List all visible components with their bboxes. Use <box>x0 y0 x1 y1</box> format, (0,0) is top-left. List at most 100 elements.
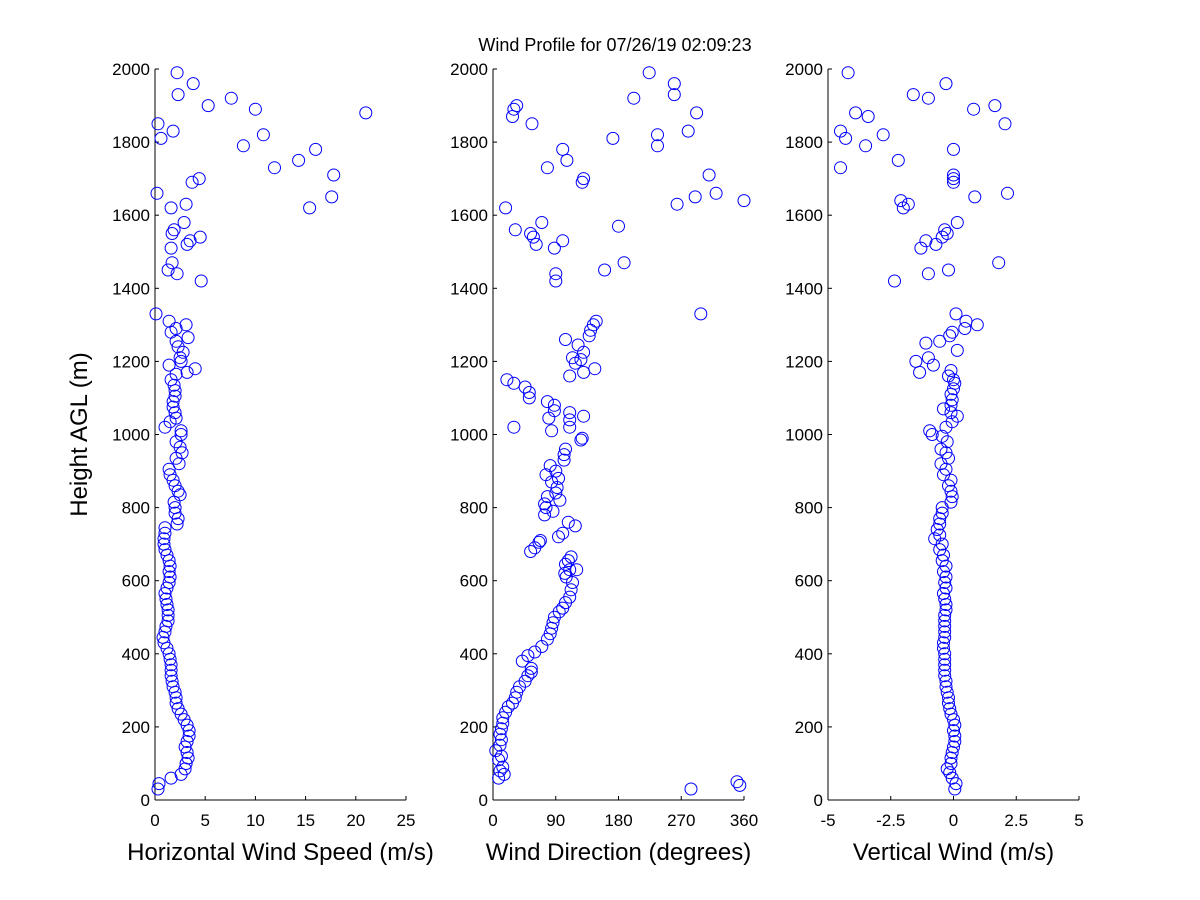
data-point <box>906 88 920 102</box>
data-point <box>588 362 602 376</box>
data-point <box>164 663 178 677</box>
data-point <box>861 110 875 123</box>
data-point <box>493 764 507 778</box>
data-point <box>552 530 565 544</box>
data-point <box>524 661 538 675</box>
data-point <box>909 354 923 368</box>
data-point <box>545 424 559 438</box>
data-point <box>149 307 163 321</box>
data-point <box>681 124 695 138</box>
data-point <box>834 124 847 138</box>
y-tick-label: 0 <box>814 791 823 810</box>
data-point <box>150 186 164 200</box>
data-point <box>538 497 552 511</box>
data-point <box>525 117 539 131</box>
data-point <box>950 409 964 423</box>
data-point <box>933 517 947 531</box>
data-point <box>157 532 171 546</box>
data-point <box>325 190 339 204</box>
data-point <box>942 696 955 710</box>
data-point <box>935 506 949 520</box>
data-point <box>359 106 373 120</box>
data-point <box>942 451 955 465</box>
data-point <box>169 367 183 381</box>
y-tick-label: 1000 <box>450 426 488 445</box>
data-point <box>733 778 747 792</box>
data-point <box>552 471 565 485</box>
data-point <box>158 521 172 535</box>
data-point <box>556 234 570 248</box>
data-point <box>938 669 952 683</box>
data-point <box>928 532 942 546</box>
data-point <box>891 153 905 167</box>
y-tick-label: 1000 <box>112 426 150 445</box>
data-point <box>988 99 1002 113</box>
data-point <box>561 515 575 529</box>
data-point <box>947 740 960 754</box>
data-point <box>162 576 176 589</box>
data-point <box>943 702 957 716</box>
data-point <box>174 428 188 441</box>
y-tick-label: 600 <box>460 572 488 591</box>
data-point <box>162 647 176 661</box>
data-point <box>939 77 953 91</box>
data-point <box>164 241 178 255</box>
data-point <box>508 691 522 705</box>
data-point <box>181 331 195 345</box>
x-tick-label: 2.5 <box>1004 811 1028 830</box>
y-tick-label: 2000 <box>785 60 823 79</box>
data-point <box>938 576 952 589</box>
data-point <box>968 190 982 204</box>
data-point <box>327 168 341 182</box>
data-point <box>168 506 182 520</box>
data-point <box>938 614 952 628</box>
y-axis-label: Height AGL (m) <box>66 352 93 517</box>
data-point <box>192 172 206 186</box>
data-point <box>938 592 952 606</box>
data-point <box>154 131 168 145</box>
data-point <box>556 142 570 156</box>
data-point <box>947 724 960 738</box>
data-point <box>157 537 171 551</box>
data-point <box>164 771 178 785</box>
data-point <box>161 608 175 622</box>
data-point <box>169 696 183 710</box>
data-point <box>557 448 571 462</box>
data-point <box>730 775 744 789</box>
y-tick-label: 1400 <box>785 279 823 298</box>
data-point <box>919 336 933 350</box>
data-point <box>547 241 561 255</box>
data-point <box>933 334 947 348</box>
y-tick-label: 0 <box>479 791 488 810</box>
data-point <box>694 307 708 321</box>
data-point <box>499 201 513 215</box>
data-point <box>944 406 958 420</box>
data-point <box>201 99 215 113</box>
data-point <box>939 603 953 617</box>
data-point <box>563 406 577 420</box>
data-point <box>165 256 179 270</box>
data-point <box>161 603 175 617</box>
data-point <box>529 237 543 251</box>
data-point <box>947 175 960 189</box>
data-point <box>617 256 631 270</box>
y-tick-label: 1000 <box>785 426 823 445</box>
y-tick-label: 0 <box>141 791 150 810</box>
data-point <box>575 431 589 445</box>
y-tick-label: 200 <box>795 718 823 737</box>
x-tick-label: -5 <box>820 811 835 830</box>
data-point <box>194 274 208 288</box>
data-point <box>582 329 596 343</box>
data-point <box>930 523 944 536</box>
data-point <box>938 663 952 677</box>
data-point <box>151 117 165 131</box>
y-tick-label: 1600 <box>785 206 823 225</box>
data-point <box>841 66 855 80</box>
data-point <box>501 700 515 714</box>
data-point <box>921 267 935 281</box>
data-point <box>947 168 960 182</box>
data-point <box>508 223 522 237</box>
data-point <box>938 647 952 661</box>
data-point <box>549 274 563 288</box>
data-point <box>162 358 176 372</box>
